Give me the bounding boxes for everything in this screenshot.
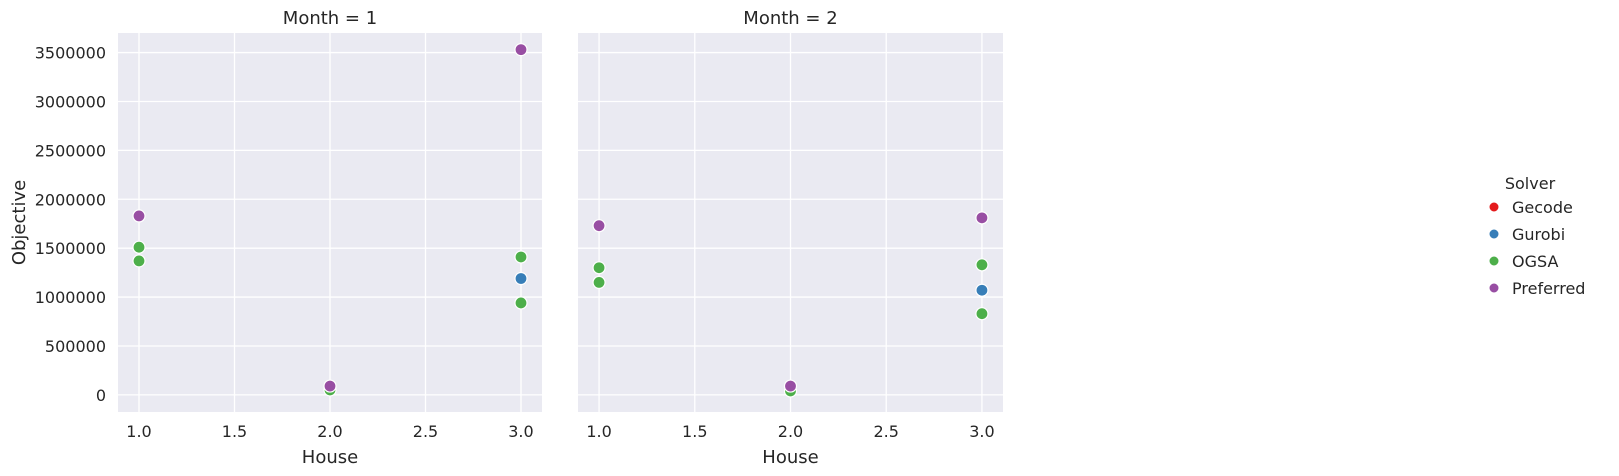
x-tick-label: 2.0: [778, 422, 803, 441]
legend-items: Gecode Gurobi OGSA Preferred: [1488, 198, 1585, 298]
point-preferred: [132, 209, 146, 223]
legend-label: Gecode: [1512, 198, 1573, 217]
legend-marker: [1488, 255, 1500, 267]
x-tick-label: 2.5: [873, 422, 898, 441]
y-tick-label: 3000000: [35, 92, 106, 111]
x-tick-label: 2.0: [317, 422, 342, 441]
x-tick-label: 3.0: [508, 422, 533, 441]
y-tick-label: 2500000: [35, 141, 106, 160]
legend-marker: [1488, 228, 1500, 240]
point-ogsa: [514, 296, 528, 310]
legend-label: OGSA: [1512, 252, 1558, 271]
y-tick-label: 1500000: [35, 239, 106, 258]
legend-marker: [1488, 201, 1500, 213]
point-preferred: [514, 43, 528, 57]
point-gurobi: [975, 283, 989, 297]
x-axis-label: House: [302, 447, 358, 468]
y-tick-label: 500000: [45, 337, 106, 356]
legend-item-preferred: Preferred: [1488, 279, 1585, 298]
legend-marker: [1488, 282, 1500, 294]
point-preferred: [592, 219, 606, 233]
point-ogsa: [514, 250, 528, 264]
y-tick-label: 0: [96, 386, 106, 405]
facet-title: Month = 2: [743, 8, 837, 29]
point-ogsa: [975, 307, 989, 321]
legend-item-gurobi: Gurobi: [1488, 225, 1565, 244]
y-tick-label: 2000000: [35, 190, 106, 209]
point-preferred: [323, 379, 337, 393]
facet-panels: 1.0 1.5 2.0 2.5 3.0 0 500000 1000000 1500000 2000…: [9, 8, 1003, 468]
facet-panel-2: 1.0 1.5 2.0 2.5 3.0 Month = 2 House: [578, 8, 1003, 468]
points: [592, 211, 989, 398]
y-axis-label: Objective: [9, 180, 30, 265]
point-preferred: [783, 379, 798, 393]
x-tick-label: 1.0: [126, 422, 151, 441]
x-tick-label: 2.5: [413, 422, 438, 441]
point-ogsa: [592, 275, 606, 290]
point-gurobi: [514, 271, 528, 286]
legend: Solver Gecode Gurobi OGSA Preferred: [1488, 174, 1585, 298]
y-tick-label: 1000000: [35, 288, 106, 307]
point-ogsa: [132, 254, 146, 268]
facet-panel-1: 1.0 1.5 2.0 2.5 3.0 0 500000 1000000 1500000 2000…: [9, 8, 542, 468]
point-preferred: [975, 211, 989, 225]
legend-title: Solver: [1505, 174, 1556, 193]
x-tick-label: 1.5: [682, 422, 707, 441]
x-tick-label: 3.0: [969, 422, 994, 441]
legend-label: Gurobi: [1512, 225, 1565, 244]
y-tick-label: 3500000: [35, 44, 106, 63]
point-ogsa: [132, 240, 146, 254]
facet-title: Month = 1: [283, 8, 377, 29]
legend-item-gecode: Gecode: [1488, 198, 1573, 217]
point-ogsa: [592, 261, 606, 275]
x-axis-label: House: [762, 447, 818, 468]
points: [132, 43, 528, 397]
point-ogsa: [975, 258, 989, 272]
x-tick-label: 1.5: [222, 422, 247, 441]
legend-label: Preferred: [1512, 279, 1585, 298]
x-tick-label: 1.0: [586, 422, 611, 441]
legend-item-ogsa: OGSA: [1488, 252, 1558, 271]
